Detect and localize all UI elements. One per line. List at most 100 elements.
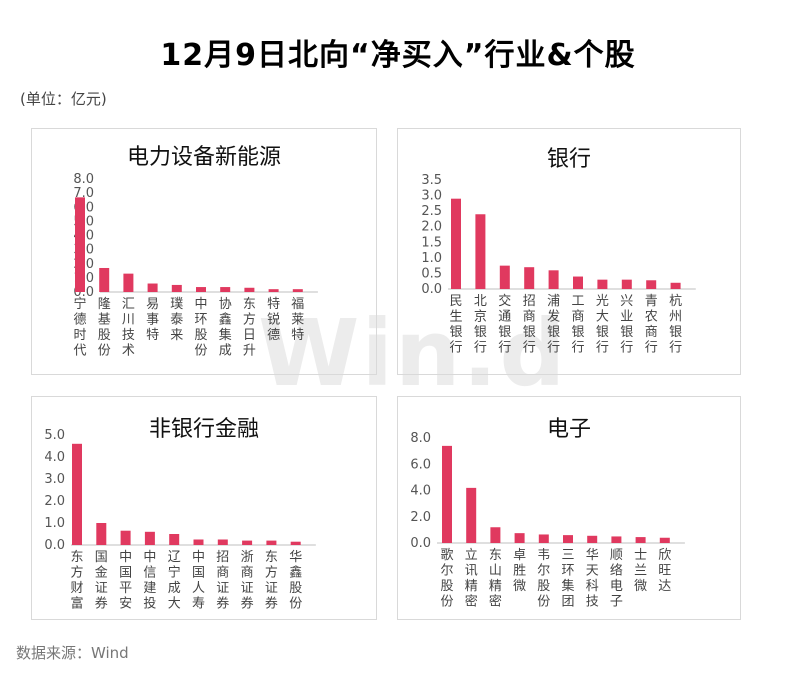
chart-title: 电子 [546, 417, 591, 442]
x-category-label: 易事特 [146, 297, 159, 343]
chart-panel-power-equipment: 电力设备新能源 0.01.02.03.04.05.06.07.08.0宁德时代隆… [31, 128, 377, 375]
x-category-label: 协鑫集成 [219, 297, 232, 359]
watermark: Win.d [258, 300, 568, 407]
bar [169, 534, 180, 545]
bar [290, 541, 301, 545]
source-note: 数据来源：Wind [16, 644, 129, 662]
y-tick-label: 1.5 [421, 235, 442, 250]
x-category-label: 立讯精密 [465, 548, 478, 610]
y-tick-label: 2.0 [421, 220, 442, 235]
page-title: 12月9日北向“净买入”行业&个股 [160, 38, 636, 73]
bar [538, 534, 549, 543]
bar [268, 289, 279, 292]
x-category-label: 北京银行 [474, 294, 487, 356]
y-tick-label: 2.0 [44, 494, 65, 509]
chart-panel-non-bank-finance: 非银行金融 0.0 1.0 2.0 3.0 4.0 5.0 东方财富 国金证券 中国平安 中信建投… [31, 396, 377, 620]
bar [99, 267, 110, 292]
x-category-label: 歌尔股份 [440, 548, 453, 610]
x-category-label: 福莱特 [291, 297, 304, 343]
bar [147, 283, 158, 292]
x-category-label: 中国平安 [119, 550, 132, 612]
bar [266, 540, 277, 545]
y-tick-label: 6.0 [410, 457, 431, 472]
bar-chart-svg: 0.0 2.0 4.0 6.0 8.0 歌尔股份立讯精密东山精密卓胜微韦尔股份三环集团华天… [410, 431, 685, 610]
y-tick-label: 0.5 [421, 266, 442, 281]
chart-title: 电力设备新能源 [126, 145, 281, 170]
bar [635, 537, 646, 543]
bar [242, 540, 253, 545]
x-category-label: 东山精密 [489, 548, 502, 610]
y-tick-label: 4.0 [410, 484, 431, 499]
bar-chart-svg: 0.0 1.0 2.0 3.0 4.0 5.0 东方财富国金证券中国平安中信建投辽宁成大中国… [44, 428, 316, 612]
bar [220, 287, 231, 292]
x-category-label: 交通银行 [498, 293, 511, 356]
x-category-label: 民生银行 [449, 294, 462, 356]
bar [196, 287, 206, 292]
bar [244, 287, 255, 292]
y-tick-label: 0.0 [421, 282, 442, 297]
bar [475, 214, 486, 289]
bar [621, 279, 632, 289]
bar [96, 523, 107, 545]
x-category-label: 卓胜微 [513, 548, 526, 594]
bar [75, 197, 85, 292]
y-tick-label: 1.0 [421, 251, 442, 266]
x-category-label: 兴业银行 [620, 294, 633, 356]
bar [466, 487, 477, 543]
bar [442, 445, 452, 543]
x-category-label: 中环股份 [194, 297, 207, 359]
y-tick-label: 3.0 [44, 472, 65, 487]
x-category-label: 韦尔股份 [537, 548, 550, 610]
bar [193, 539, 204, 545]
bar-chart-svg: 0.01.02.03.04.05.06.07.08.0宁德时代隆基股份汇川技术易… [73, 172, 318, 359]
bar [217, 539, 228, 545]
x-category-label: 士兰微 [634, 548, 647, 594]
unit-note: (单位：亿元) [20, 90, 107, 108]
bar [451, 198, 461, 289]
y-tick-label: 8.0 [73, 172, 94, 187]
bar [670, 282, 681, 289]
bar [548, 270, 559, 289]
x-category-label: 璞泰来 [170, 297, 183, 343]
x-category-label: 东方日升 [243, 297, 256, 359]
x-category-label: 辽宁成大 [168, 550, 181, 612]
x-category-label: 东方财富 [70, 550, 83, 612]
x-category-label: 杭州银行 [669, 294, 682, 356]
y-tick-label: 0.0 [410, 536, 431, 551]
bar [587, 535, 598, 543]
bar [490, 527, 501, 543]
chart-title: 银行 [546, 147, 591, 172]
bar [659, 537, 670, 543]
x-category-label: 宁德时代 [73, 296, 86, 359]
bar [573, 276, 583, 289]
bar [646, 280, 657, 289]
x-category-label: 汇川技术 [122, 297, 135, 359]
x-category-label: 华天科技 [586, 548, 599, 610]
x-category-label: 三环集团 [561, 548, 574, 610]
bar [171, 284, 182, 292]
bar [499, 265, 510, 289]
x-category-label: 东方证券 [265, 550, 278, 612]
x-category-label: 招商银行 [523, 294, 536, 356]
x-category-label: 青农商行 [645, 294, 658, 356]
bar [597, 279, 608, 289]
x-category-label: 特锐德 [267, 297, 280, 343]
x-category-label: 中信建投 [143, 550, 156, 612]
y-tick-label: 2.0 [410, 510, 431, 525]
y-tick-label: 3.5 [421, 173, 442, 188]
bar [611, 536, 622, 543]
y-tick-label: 5.0 [44, 428, 65, 443]
bar [72, 443, 82, 545]
chart-title: 非银行金融 [148, 417, 259, 442]
x-category-label: 光大银行 [596, 294, 609, 356]
bar [292, 289, 303, 292]
y-tick-label: 4.0 [44, 450, 65, 465]
x-category-label: 浙商证券 [241, 550, 254, 612]
chart-panel-electronics: 电子 0.0 2.0 4.0 6.0 8.0 歌尔股份 立讯精密 东山精密 卓胜微 韦尔股份 三环集… [397, 396, 741, 620]
y-tick-label: 1.0 [44, 516, 65, 531]
chart-panel-banks: 银行 0.0 0.5 1.0 1.5 2.0 2.5 3.0 3.5 民生银行 北京银行 交通银行招… [397, 128, 741, 375]
y-tick-label: 3.0 [421, 189, 442, 204]
bar [123, 273, 134, 292]
x-category-label: 隆基股份 [98, 297, 111, 359]
x-category-label: 欣旺达 [658, 548, 671, 594]
